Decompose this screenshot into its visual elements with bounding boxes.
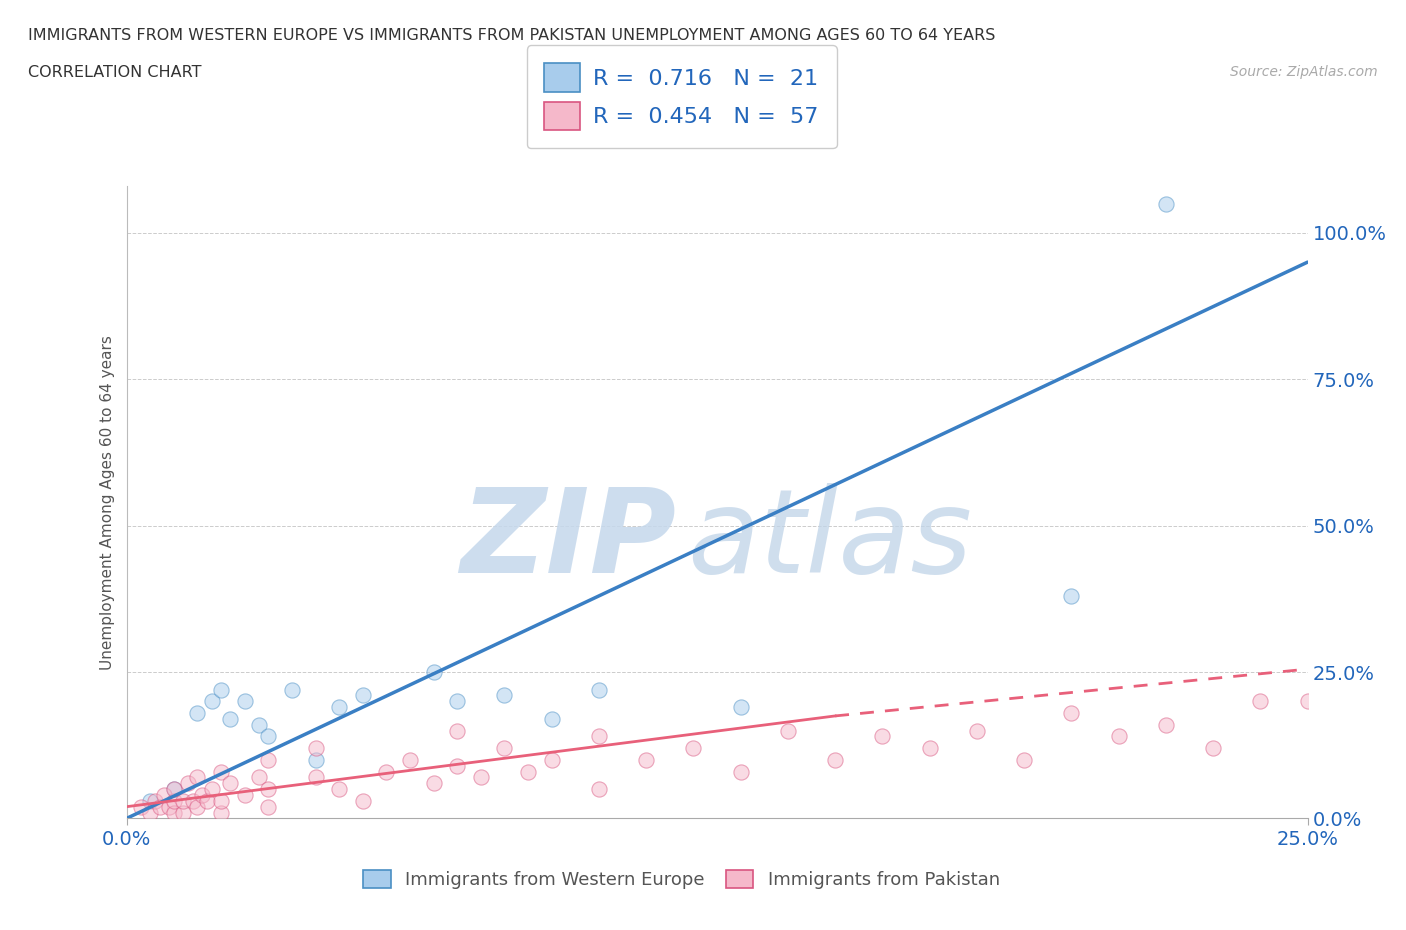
Point	[200, 694, 222, 709]
Point	[446, 724, 468, 738]
Point	[195, 793, 218, 808]
Point	[730, 764, 752, 779]
Point	[352, 688, 374, 703]
Y-axis label: Unemployment Among Ages 60 to 64 years: Unemployment Among Ages 60 to 64 years	[100, 335, 115, 670]
Legend: Immigrants from Western Europe, Immigrants from Pakistan: Immigrants from Western Europe, Immigran…	[354, 860, 1010, 897]
Point	[399, 752, 422, 767]
Point	[1060, 706, 1083, 721]
Point	[247, 717, 270, 732]
Point	[186, 799, 208, 814]
Point	[172, 805, 194, 820]
Point	[776, 724, 799, 738]
Point	[1108, 729, 1130, 744]
Point	[872, 729, 894, 744]
Point	[588, 782, 610, 797]
Point	[494, 688, 516, 703]
Point	[540, 711, 562, 726]
Text: IMMIGRANTS FROM WESTERN EUROPE VS IMMIGRANTS FROM PAKISTAN UNEMPLOYMENT AMONG AG: IMMIGRANTS FROM WESTERN EUROPE VS IMMIGR…	[28, 28, 995, 43]
Point	[149, 799, 172, 814]
Point	[200, 782, 222, 797]
Text: atlas: atlas	[688, 484, 973, 597]
Point	[517, 764, 540, 779]
Point	[281, 682, 304, 697]
Point	[588, 729, 610, 744]
Point	[233, 694, 256, 709]
Point	[186, 706, 208, 721]
Point	[1154, 717, 1177, 732]
Point	[446, 694, 468, 709]
Point	[328, 782, 350, 797]
Text: ZIP: ZIP	[460, 483, 676, 598]
Point	[1296, 694, 1319, 709]
Point	[233, 788, 256, 803]
Point	[1060, 589, 1083, 604]
Point	[304, 770, 326, 785]
Point	[163, 793, 186, 808]
Point	[157, 799, 180, 814]
Point	[304, 740, 326, 755]
Point	[966, 724, 988, 738]
Point	[682, 740, 704, 755]
Point	[209, 805, 232, 820]
Point	[1249, 694, 1271, 709]
Point	[918, 740, 941, 755]
Point	[143, 793, 166, 808]
Point	[257, 782, 280, 797]
Point	[257, 729, 280, 744]
Point	[219, 776, 242, 790]
Point	[163, 805, 186, 820]
Point	[422, 776, 444, 790]
Point	[352, 793, 374, 808]
Point	[375, 764, 398, 779]
Point	[636, 752, 658, 767]
Point	[470, 770, 492, 785]
Point	[304, 752, 326, 767]
Point	[177, 776, 200, 790]
Point	[588, 682, 610, 697]
Point	[257, 799, 280, 814]
Point	[163, 782, 186, 797]
Point	[219, 711, 242, 726]
Point	[247, 770, 270, 785]
Point	[163, 782, 186, 797]
Point	[209, 793, 232, 808]
Point	[824, 752, 846, 767]
Point	[181, 793, 204, 808]
Point	[139, 793, 162, 808]
Point	[1202, 740, 1225, 755]
Point	[172, 793, 194, 808]
Point	[209, 682, 232, 697]
Point	[1154, 196, 1177, 211]
Point	[422, 665, 444, 680]
Point	[129, 799, 152, 814]
Point	[153, 788, 176, 803]
Point	[446, 758, 468, 773]
Point	[191, 788, 214, 803]
Point	[186, 770, 208, 785]
Point	[1012, 752, 1035, 767]
Point	[328, 699, 350, 714]
Point	[209, 764, 232, 779]
Text: CORRELATION CHART: CORRELATION CHART	[28, 65, 201, 80]
Point	[257, 752, 280, 767]
Point	[730, 699, 752, 714]
Text: Source: ZipAtlas.com: Source: ZipAtlas.com	[1230, 65, 1378, 79]
Point	[139, 805, 162, 820]
Point	[540, 752, 562, 767]
Point	[494, 740, 516, 755]
